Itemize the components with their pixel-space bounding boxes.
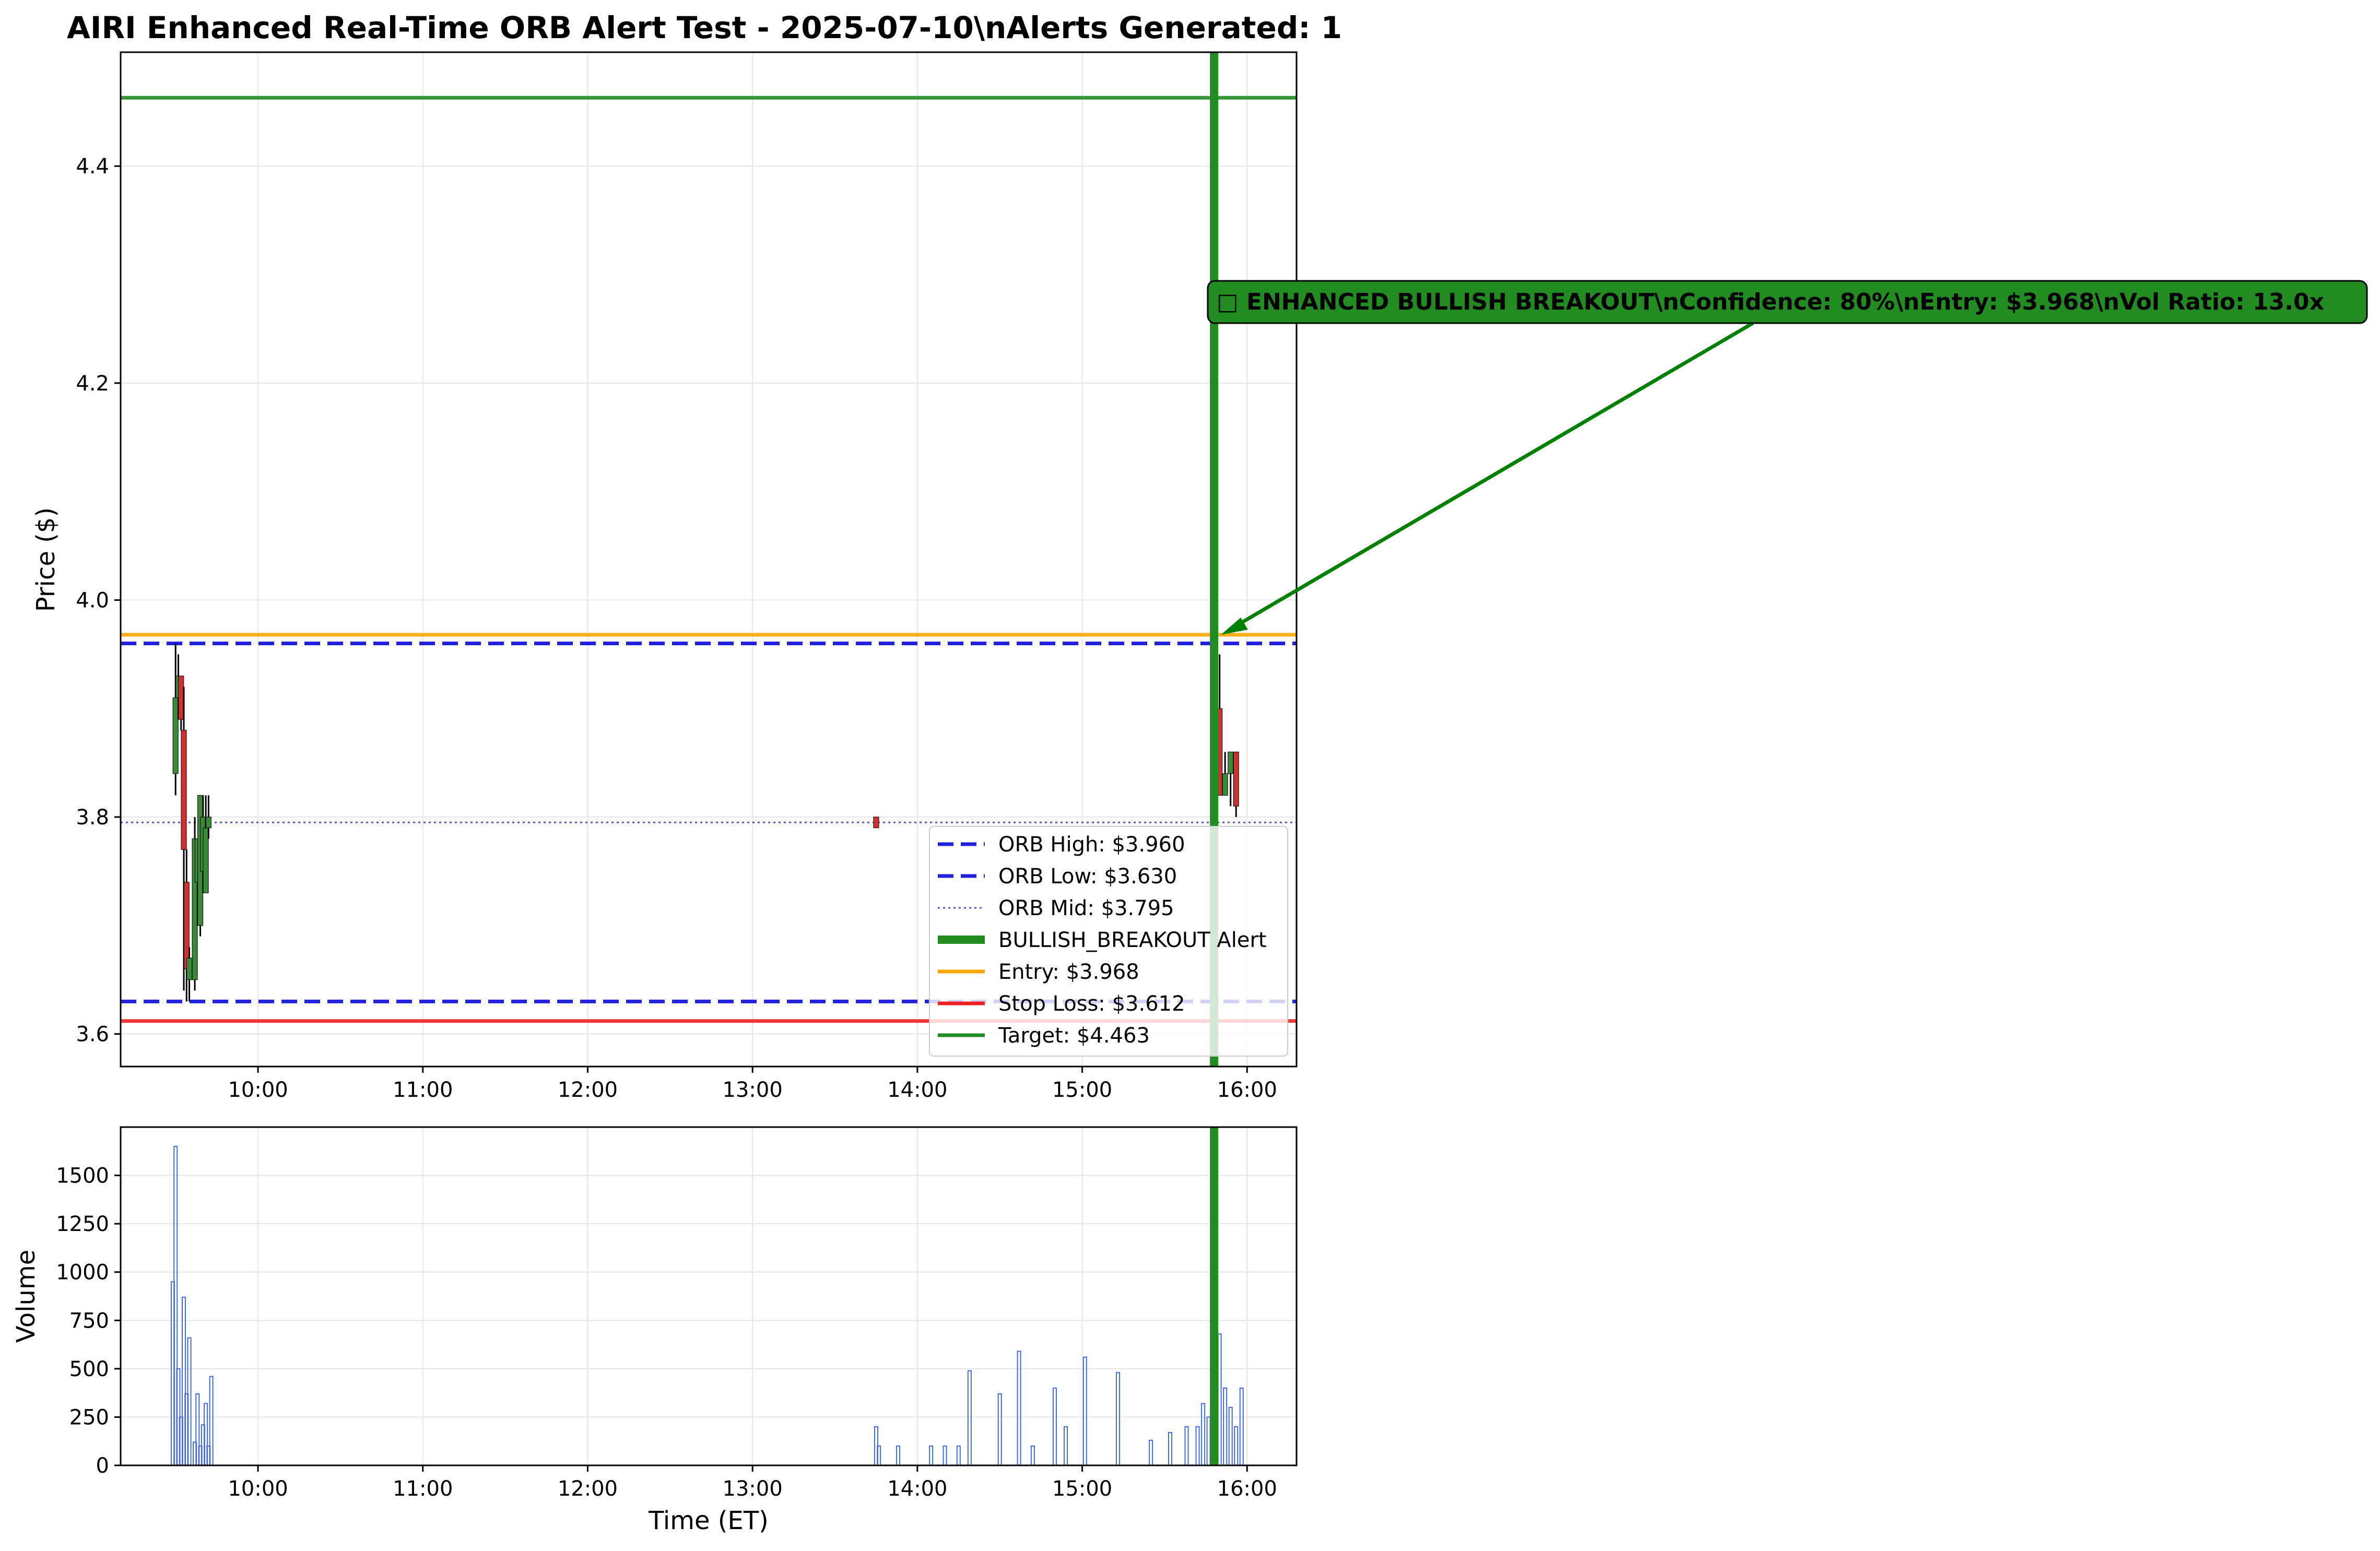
legend-label-3: BULLISH_BREAKOUT Alert xyxy=(998,928,1267,952)
candle-14 xyxy=(1222,752,1228,796)
volume-xtick-label-3: 13:00 xyxy=(723,1477,783,1501)
legend-item-4: Entry: $3.968 xyxy=(938,960,1139,984)
candle-5 xyxy=(186,947,193,1002)
volume-xtick-label-6: 16:00 xyxy=(1217,1477,1277,1501)
legend-label-5: Stop Loss: $3.612 xyxy=(998,992,1185,1016)
volume-ytick-label-2: 500 xyxy=(69,1357,109,1381)
volume-panel: 0 250 500 750 1000 1250 1500 10:00 11:00 12:00 13… xyxy=(11,1126,1298,1501)
candle-12 xyxy=(873,816,879,828)
volume-ytick-label-6: 1500 xyxy=(56,1164,109,1188)
price-xtick-label-6: 16:00 xyxy=(1217,1078,1277,1102)
price-y-axis-label: Price ($) xyxy=(31,507,61,612)
volume-xtick-label-1: 11:00 xyxy=(393,1477,453,1501)
volume-xtick-label-5: 15:00 xyxy=(1052,1477,1112,1501)
volume-ytick-label-1: 250 xyxy=(69,1405,109,1429)
price-gridlines xyxy=(121,52,1297,1067)
candle-16 xyxy=(1233,751,1239,818)
volume-ytick-label-5: 1250 xyxy=(56,1212,109,1236)
legend-item-6: Target: $4.463 xyxy=(938,1024,1150,1048)
annotation-text: □ ENHANCED BULLISH BREAKOUT\nConfidence:… xyxy=(1217,289,2324,315)
chart-title: AIRI Enhanced Real-Time ORB Alert Test -… xyxy=(67,10,1342,45)
volume-xtick-label-2: 12:00 xyxy=(558,1477,618,1501)
price-ytick-label-4: 4.4 xyxy=(76,155,109,179)
price-xtick-label-3: 13:00 xyxy=(723,1078,783,1102)
legend-label-0: ORB High: $3.960 xyxy=(998,833,1185,857)
price-ytick-label-2: 4.0 xyxy=(76,588,109,612)
volume-ytick-label-3: 750 xyxy=(69,1309,109,1333)
price-candles xyxy=(172,643,1239,1002)
volume-x-ticks: 10:00 11:00 12:00 13:00 14:00 15:00 16:00 xyxy=(228,1465,1277,1501)
price-xtick-label-4: 14:00 xyxy=(887,1078,947,1102)
annotation-arrow-head xyxy=(1221,618,1248,635)
x-axis-label: Time (ET) xyxy=(648,1506,769,1535)
legend-label-2: ORB Mid: $3.795 xyxy=(998,896,1174,920)
price-ytick-label-1: 3.8 xyxy=(76,806,109,830)
volume-y-ticks: 0 250 500 750 1000 1250 1500 xyxy=(56,1164,121,1478)
legend-box xyxy=(929,826,1288,1057)
legend-item-1: ORB Low: $3.630 xyxy=(938,865,1177,889)
annotation-box xyxy=(1207,280,2368,324)
price-ytick-label-3: 4.2 xyxy=(76,372,109,396)
legend-item-3: BULLISH_BREAKOUT Alert xyxy=(938,928,1267,952)
price-xtick-label-1: 11:00 xyxy=(393,1078,453,1102)
candle-15 xyxy=(1228,751,1234,807)
legend-label-4: Entry: $3.968 xyxy=(998,960,1139,984)
legend-item-0: ORB High: $3.960 xyxy=(938,833,1185,857)
volume-axes-frame xyxy=(120,1126,1298,1466)
volume-y-axis-label: Volume xyxy=(11,1250,41,1343)
price-xtick-label-5: 15:00 xyxy=(1052,1078,1112,1102)
volume-xtick-label-4: 14:00 xyxy=(887,1477,947,1501)
price-y-ticks: 3.6 3.8 4.0 4.2 4.4 xyxy=(76,155,121,1047)
price-xtick-label-2: 12:00 xyxy=(558,1078,618,1102)
candle-11 xyxy=(205,795,211,839)
annotation-arrow-line xyxy=(1231,321,1754,630)
legend-label-1: ORB Low: $3.630 xyxy=(998,865,1177,889)
volume-xtick-label-0: 10:00 xyxy=(228,1477,288,1501)
legend-label-6: Target: $4.463 xyxy=(998,1024,1150,1048)
price-x-ticks: 10:00 11:00 12:00 13:00 14:00 15:00 16:00 xyxy=(228,1067,1277,1102)
price-axes-frame xyxy=(120,51,1298,1068)
legend-item-2: ORB Mid: $3.795 xyxy=(938,896,1174,920)
legend: ORB High: $3.960 ORB Low: $3.630 ORB Mid: … xyxy=(929,826,1288,1057)
price-ytick-label-0: 3.6 xyxy=(76,1023,109,1047)
volume-ytick-label-4: 1000 xyxy=(56,1261,109,1285)
alert-annotation: □ ENHANCED BULLISH BREAKOUT\nConfidence:… xyxy=(1207,280,2368,635)
volume-ytick-label-0: 0 xyxy=(96,1454,109,1478)
price-xtick-label-0: 10:00 xyxy=(228,1078,288,1102)
legend-item-5: Stop Loss: $3.612 xyxy=(938,992,1185,1016)
